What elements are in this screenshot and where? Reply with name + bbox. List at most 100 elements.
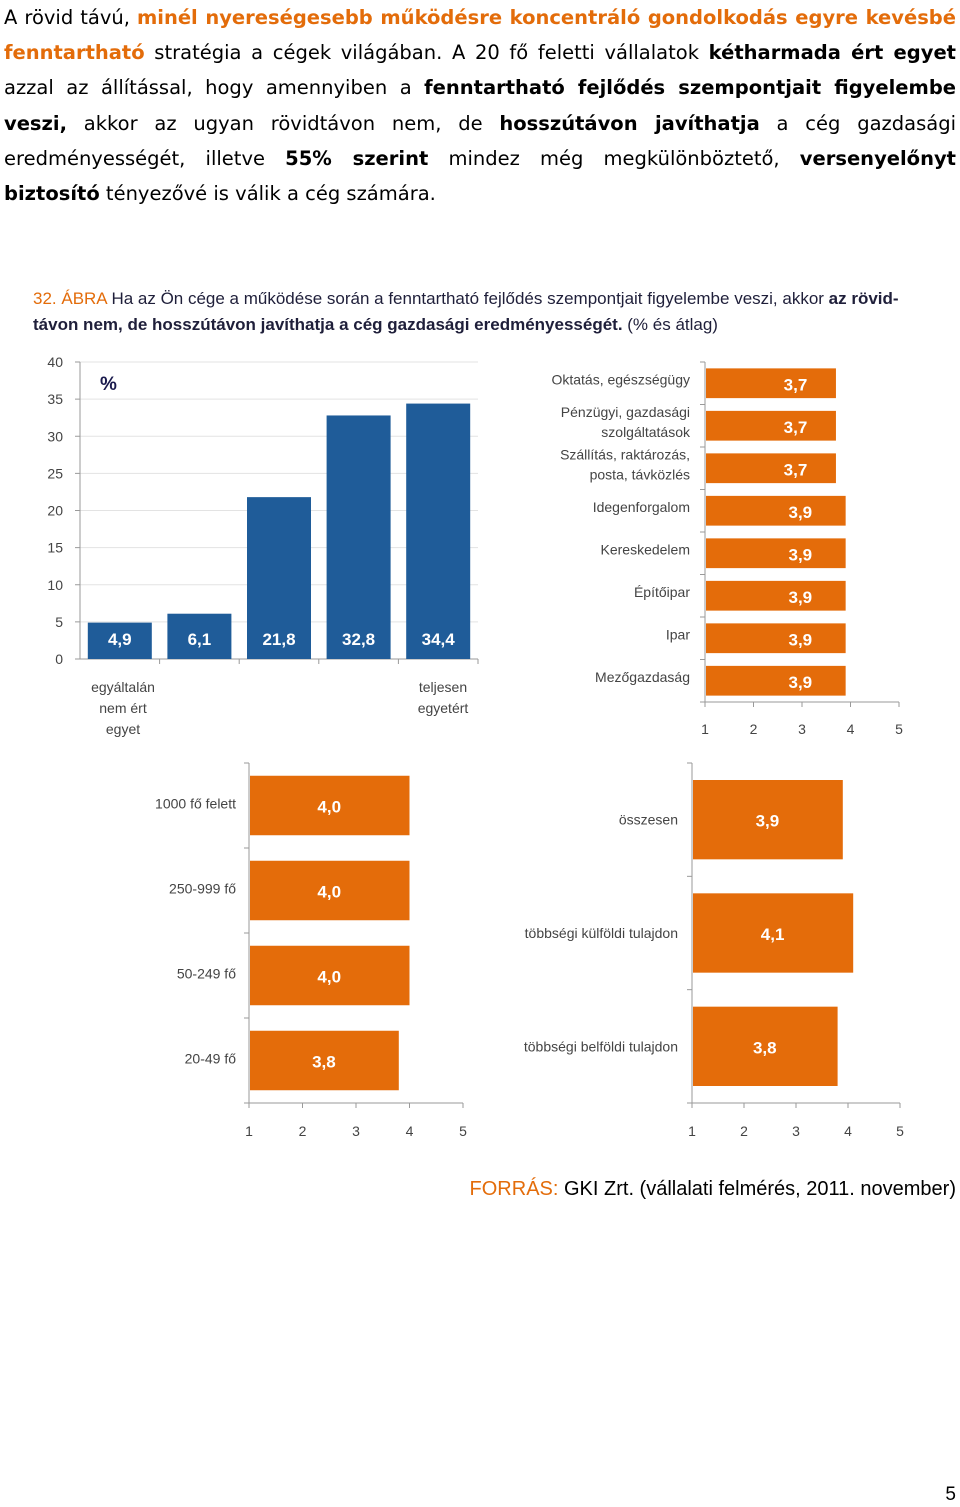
category-label: Építőipar — [634, 584, 690, 600]
text-run: akkor az ugyan rövidtávon nem, de — [67, 111, 500, 135]
bar — [706, 538, 846, 569]
bar-value-label: 4,9 — [108, 630, 132, 649]
bar — [706, 410, 836, 441]
category-label: Ipar — [666, 626, 690, 642]
bold-run: fenntartható fejlődés szempontjait figye… — [4, 76, 957, 135]
bar-value-label: 3,8 — [753, 1038, 777, 1057]
highlight-run: minél nyereségesebb működésre koncentrál… — [4, 6, 956, 65]
bar-value-label: 32,8 — [342, 630, 375, 649]
bar — [693, 893, 854, 973]
figure-title-part: (% és átlag) — [622, 315, 718, 334]
bar-value-label: 3,9 — [789, 630, 813, 649]
category-label: Idegenforgalom — [593, 499, 690, 515]
x-label-left: nem ért — [99, 700, 147, 716]
bar — [247, 497, 311, 659]
category-label: többségi belföldi tulajdon — [524, 1038, 678, 1054]
bar-value-label: 3,9 — [789, 545, 813, 564]
source-text: GKI Zrt. (vállalati felmérés, 2011. nove… — [558, 1178, 956, 1200]
unit-label: % — [100, 374, 117, 395]
y-tick-label: 15 — [47, 540, 63, 556]
y-tick-label: 25 — [47, 465, 63, 481]
text-run: mindez még megkülönböztető, — [428, 146, 800, 170]
bar-value-label: 3,9 — [789, 673, 813, 692]
figure-title-part: Ha az Ön cége a működése során a fenntar… — [106, 289, 829, 308]
bar — [250, 1030, 399, 1091]
category-label: 250-999 fő — [169, 881, 236, 897]
bar — [693, 1006, 838, 1086]
bar — [706, 368, 836, 399]
x-tick-label: 4 — [844, 1123, 852, 1139]
x-tick-label: 4 — [847, 721, 855, 737]
x-label-left: egyet — [106, 721, 140, 737]
category-label: Oktatás, egészségügy — [551, 371, 690, 387]
bar-value-label: 3,9 — [789, 588, 813, 607]
bar — [326, 415, 391, 659]
text-run: stratégia a cégek világában. A 20 fő fel… — [144, 41, 709, 65]
category-label: 1000 fő felett — [155, 796, 236, 812]
bar — [706, 580, 846, 611]
source-label: FORRÁS: — [469, 1178, 559, 1200]
x-label-right: egyetért — [418, 700, 469, 716]
y-tick-label: 5 — [55, 614, 63, 630]
bar-value-label: 3,7 — [784, 418, 808, 437]
category-label: Pénzügyi, gazdasági — [561, 404, 690, 420]
category-label: többségi külföldi tulajdon — [525, 925, 678, 941]
y-tick-label: 20 — [47, 503, 63, 519]
x-tick-label: 5 — [459, 1123, 467, 1139]
x-tick-label: 2 — [299, 1123, 307, 1139]
bar — [87, 622, 152, 659]
bar — [250, 775, 410, 836]
bar — [167, 613, 232, 659]
category-label: szolgáltatások — [601, 424, 691, 440]
x-tick-label: 2 — [750, 721, 758, 737]
bar-value-label: 3,7 — [784, 375, 808, 394]
category-label: posta, távközlés — [590, 466, 690, 482]
category-label: Kereskedelem — [601, 541, 691, 557]
figure-title-bold: az rövid-távon nem, de hosszútávon javít… — [33, 289, 899, 334]
bar — [706, 453, 836, 484]
x-tick-label: 1 — [688, 1123, 696, 1139]
x-label-right: teljesen — [419, 679, 467, 695]
bar-value-label: 4,1 — [761, 925, 785, 944]
category-label: Mezőgazdaság — [595, 669, 690, 685]
text-run: A rövid távú, — [4, 6, 137, 29]
category-label: 20-49 fő — [185, 1051, 237, 1067]
y-tick-label: 30 — [47, 428, 63, 444]
bar-value-label: 34,4 — [422, 630, 456, 649]
figure-label: 32. ÁBRA — [33, 289, 107, 308]
x-label-left: egyáltalán — [91, 679, 155, 695]
bar-value-label: 4,0 — [317, 798, 341, 817]
bold-run: kétharmada ért egyet — [708, 41, 956, 65]
bar — [250, 860, 410, 921]
x-tick-label: 1 — [701, 721, 709, 737]
x-tick-label: 2 — [740, 1123, 748, 1139]
bar-value-label: 4,0 — [317, 968, 341, 987]
bar-value-label: 3,9 — [789, 503, 813, 522]
x-tick-label: 5 — [896, 1123, 904, 1139]
source-note: FORRÁS: GKI Zrt. (vállalati felmérés, 20… — [470, 1178, 956, 1201]
text-run: a cég gazdasági eredményességét, illetve — [4, 111, 957, 170]
y-tick-label: 35 — [47, 391, 63, 407]
category-label: 50-249 fő — [177, 966, 236, 982]
x-tick-label: 5 — [895, 721, 903, 737]
text-run: azzal az állítással, hogy amennyiben a — [4, 76, 425, 100]
x-tick-label: 1 — [245, 1123, 253, 1139]
x-tick-label: 3 — [792, 1123, 800, 1139]
y-tick-label: 10 — [47, 577, 63, 593]
bar-value-label: 6,1 — [188, 630, 212, 649]
bar — [406, 403, 471, 659]
text-run: tényezővé is válik a cég számára. — [99, 182, 436, 206]
y-tick-label: 40 — [47, 354, 63, 370]
x-tick-label: 3 — [798, 721, 806, 737]
bar — [706, 495, 846, 526]
bar-value-label: 4,0 — [317, 883, 341, 902]
bar-value-label: 3,9 — [756, 812, 780, 831]
bold-run: 55% szerint — [285, 146, 429, 170]
bar-value-label: 21,8 — [262, 630, 295, 649]
bar — [250, 945, 410, 1006]
bar — [693, 780, 843, 860]
x-tick-label: 4 — [406, 1123, 414, 1139]
category-label: Szállítás, raktározás, — [560, 446, 690, 462]
bar — [706, 623, 846, 654]
